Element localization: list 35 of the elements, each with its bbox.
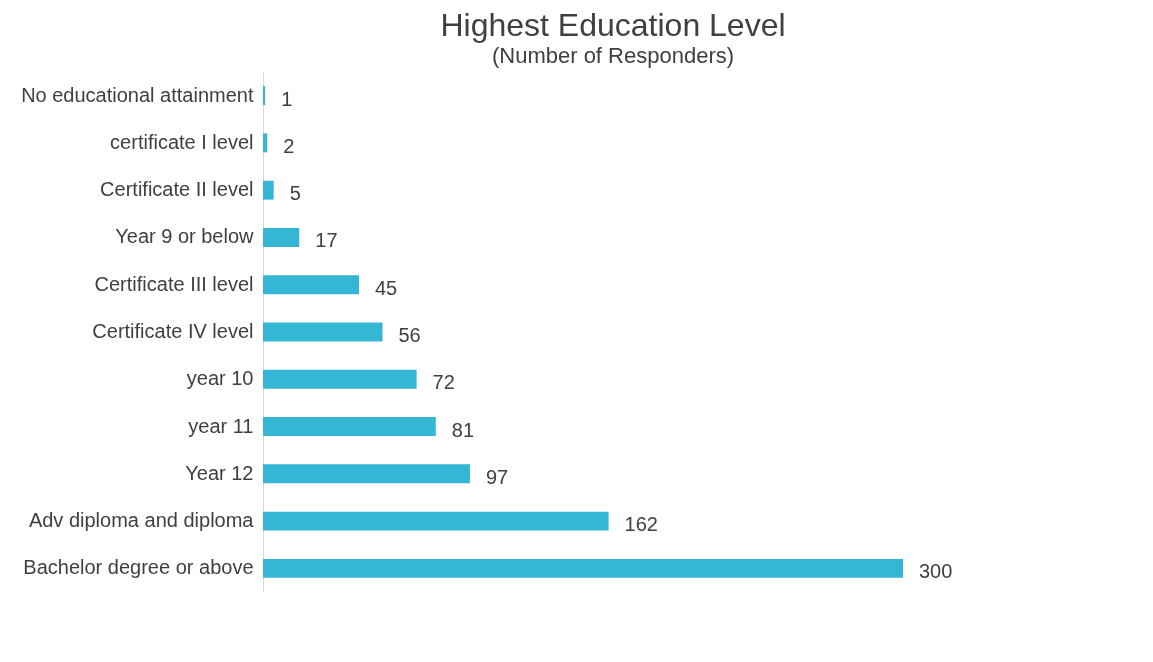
y-tick-label: year 11	[188, 414, 254, 437]
y-tick-label: Certificate II level	[100, 178, 254, 201]
y-tick-label: Certificate III level	[94, 272, 254, 295]
y-tick-label: Certificate IV level	[92, 320, 254, 342]
bar	[263, 464, 470, 484]
bar	[263, 275, 359, 295]
data-label: 17	[315, 229, 338, 252]
chart-subtitle: (Number of Responders)	[491, 43, 735, 68]
y-tick-label: year 10	[186, 367, 254, 390]
y-tick-label: Year 9 or below	[115, 225, 255, 248]
data-label: 162	[624, 513, 658, 536]
data-label: 56	[398, 324, 421, 346]
data-label: 97	[485, 465, 509, 488]
data-label: 300	[919, 560, 953, 583]
data-label: 81	[451, 418, 475, 441]
y-tick-label: Adv diploma and diploma	[28, 509, 255, 532]
y-tick-label: Year 12	[185, 461, 254, 484]
bar	[263, 86, 266, 106]
y-tick-label: certificate I level	[110, 130, 254, 153]
y-tick-label: No educational attainment	[21, 83, 254, 106]
bar	[263, 369, 417, 389]
bar	[263, 180, 274, 200]
data-label: 5	[289, 182, 301, 205]
data-label: 45	[375, 276, 398, 299]
data-label: 2	[283, 134, 295, 157]
y-tick-label: Bachelor degree or above	[23, 556, 254, 579]
bar	[263, 558, 903, 578]
data-label: 1	[281, 87, 293, 110]
bar	[263, 228, 300, 247]
bar	[263, 322, 383, 342]
bar	[263, 511, 609, 531]
bar	[263, 417, 436, 436]
data-label: 72	[432, 371, 455, 394]
bar	[263, 133, 268, 153]
chart-title: Highest Education Level	[440, 7, 786, 43]
